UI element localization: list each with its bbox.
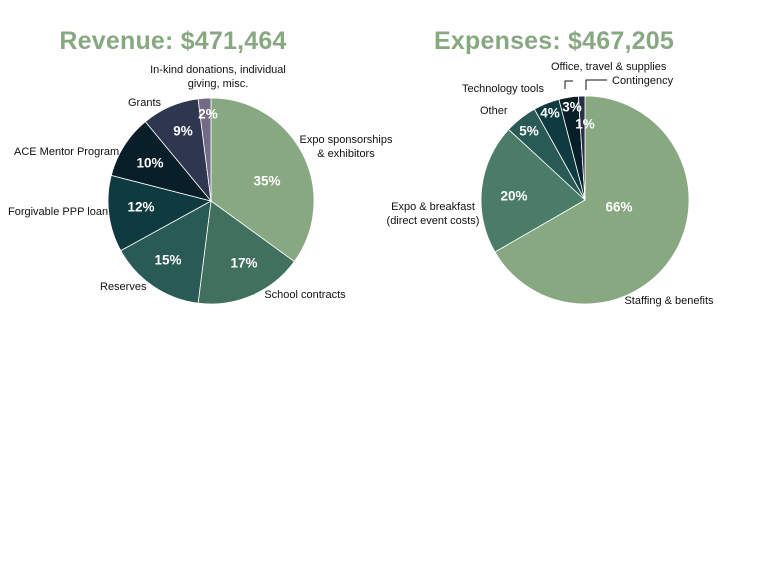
expenses-category-label: Expo & breakfast (direct event costs) — [387, 201, 480, 227]
expenses-pct-label: 66% — [605, 200, 632, 215]
expenses-slice-contingency — [577, 95, 586, 201]
revenue-chart-title: Revenue: $471,464 — [59, 27, 287, 55]
expenses-pct-label: 3% — [562, 100, 582, 115]
revenue-category-label-line: Forgivable PPP loan — [8, 206, 108, 218]
revenue-category-label: School contracts — [264, 289, 346, 301]
expenses-category-label: Staffing & benefits — [624, 295, 714, 307]
revenue-pct-label: 10% — [136, 156, 163, 171]
revenue-category-label-line: Expo sponsorships — [300, 134, 393, 146]
revenue-pct-label: 12% — [127, 200, 154, 215]
revenue-category-label-line: Grants — [128, 97, 162, 109]
revenue-category-label-line: giving, misc. — [188, 78, 249, 90]
expenses-category-label: Contingency — [612, 75, 674, 87]
revenue-category-label-line: ACE Mentor Program — [14, 146, 119, 158]
expenses-pct-label: 5% — [519, 124, 539, 139]
expenses-slice-expo-breakfast-direct-event-costs — [480, 128, 586, 253]
expenses-category-label-line: Expo & breakfast — [391, 201, 475, 213]
revenue-category-label-line: In-kind donations, individual — [150, 64, 286, 76]
expenses-category-label-line: Staffing & benefits — [624, 295, 714, 307]
revenue-slice-in-kind-donations-individual-giving-misc — [197, 97, 212, 202]
revenue-slice-expo-sponsorships-exhibitors — [210, 97, 315, 263]
revenue-pct-label: 35% — [253, 174, 280, 189]
revenue-pct-label: 17% — [230, 256, 257, 271]
revenue-pct-label: 15% — [154, 253, 181, 268]
revenue-category-label-line: Reserves — [100, 281, 147, 293]
revenue-slice-reserves — [120, 200, 212, 304]
expenses-category-label: Technology tools — [462, 83, 544, 95]
revenue-slice-school-contracts — [197, 200, 295, 305]
expenses-pct-label: 1% — [575, 117, 595, 132]
expenses-category-label: Other — [480, 105, 508, 117]
expenses-chart-title: Expenses: $467,205 — [434, 27, 674, 55]
expenses-category-label-line: Other — [480, 105, 508, 117]
revenue-category-label: Reserves — [100, 281, 147, 293]
expenses-leader-line — [585, 79, 607, 90]
expenses-category-label: Office, travel & supplies — [551, 61, 667, 73]
revenue-category-label: ACE Mentor Program — [14, 146, 119, 158]
revenue-category-label: Forgivable PPP loan — [8, 206, 108, 218]
revenue-category-label-line: & exhibitors — [317, 148, 375, 160]
revenue-category-label: In-kind donations, individual giving, mis… — [150, 64, 286, 90]
expenses-pie: 66% 20% 5%4% 3% 1% Staffing & benefits Expo & … — [387, 61, 714, 307]
expenses-category-label-line: Technology tools — [462, 83, 544, 95]
expenses-category-label-line: Contingency — [612, 75, 674, 87]
revenue-pct-label: 2% — [198, 107, 218, 122]
revenue-pie: 35% 17% 15% 12% 10% 9% 2% Expo sponsorships & ex… — [8, 64, 393, 305]
expenses-slice-staffing-benefits — [494, 95, 690, 305]
expenses-pct-label: 20% — [500, 189, 527, 204]
revenue-category-label: Expo sponsorships & exhibitors — [300, 134, 393, 160]
revenue-category-label-line: School contracts — [264, 289, 346, 301]
expenses-leader-line — [564, 80, 573, 89]
revenue-category-label: Grants — [128, 97, 162, 109]
expenses-category-label-line: Office, travel & supplies — [551, 61, 667, 73]
expenses-category-label-line: (direct event costs) — [387, 215, 480, 227]
expenses-pct-label: 4% — [540, 106, 560, 121]
revenue-pct-label: 9% — [173, 124, 193, 139]
revenue-slice-forgivable-ppp-loan — [107, 174, 213, 252]
